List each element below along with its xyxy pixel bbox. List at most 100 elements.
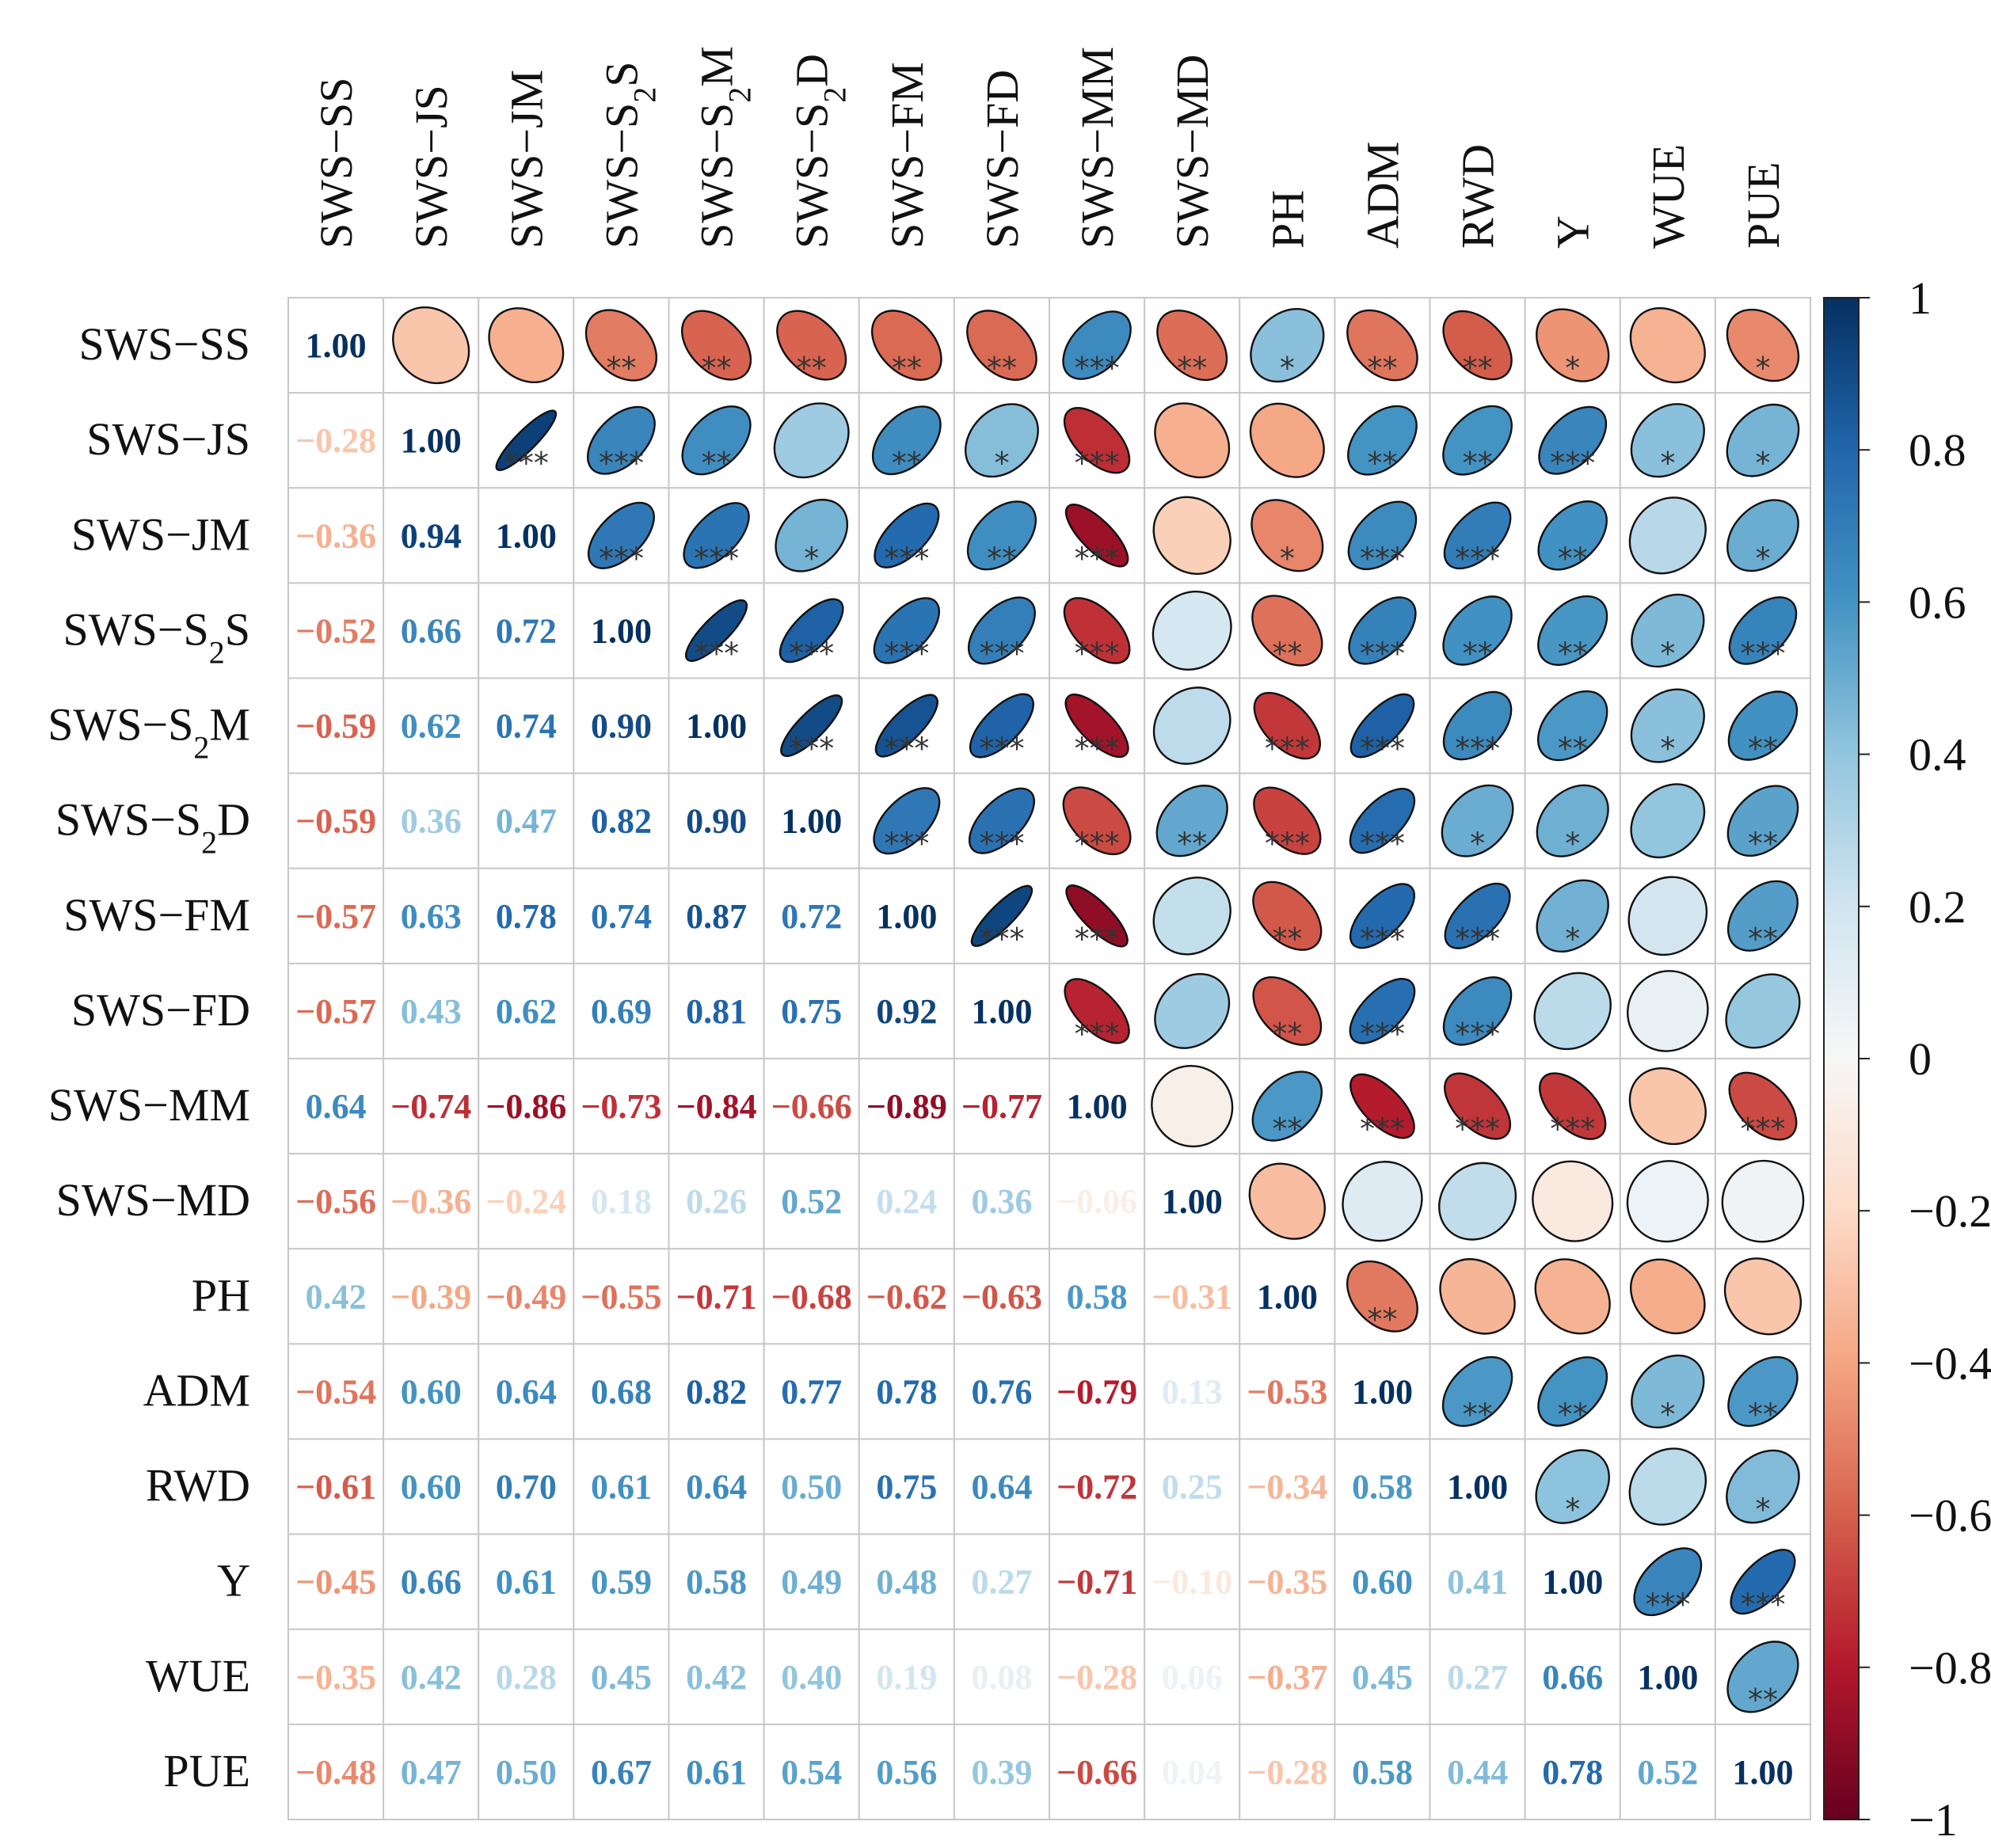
cell: [1144, 1153, 1241, 1250]
correlation-ellipse: [1152, 686, 1232, 765]
correlation-ellipse: [1349, 978, 1416, 1044]
significance-stars: ***: [1455, 541, 1500, 576]
cell: [858, 1153, 955, 1250]
correlation-value: −0.61: [295, 1468, 376, 1507]
significance-stars: **: [1463, 446, 1493, 481]
correlation-ellipse: [1538, 405, 1608, 475]
correlation-value: 0.75: [876, 1468, 937, 1507]
correlation-value: 0.82: [686, 1372, 747, 1411]
correlation-value: 0.54: [781, 1753, 842, 1792]
correlation-value: −0.35: [295, 1658, 376, 1697]
correlation-ellipse: [1537, 595, 1608, 667]
correlation-ellipse: [1726, 880, 1799, 952]
correlation-value: −0.06: [1056, 1182, 1137, 1221]
correlation-value: −0.66: [771, 1087, 852, 1126]
correlation-ellipse: [1251, 1070, 1323, 1142]
cell: [668, 1343, 765, 1440]
significance-stars: ***: [1455, 732, 1500, 766]
correlation-value: 0.69: [591, 992, 652, 1031]
correlation-value: −0.53: [1247, 1372, 1327, 1411]
cell: [478, 1628, 575, 1725]
significance-stars: **: [1367, 446, 1397, 481]
cell: [953, 1628, 1050, 1725]
correlation-value: 0.64: [971, 1468, 1032, 1507]
correlation-value: −0.63: [961, 1277, 1042, 1316]
cell: [763, 1153, 860, 1250]
correlation-ellipse: [1248, 1162, 1326, 1240]
correlation-ellipse: [685, 599, 748, 662]
significance-stars: ***: [1075, 636, 1120, 671]
cell: [287, 867, 385, 964]
cell: [763, 867, 860, 964]
correlation-value: 0.90: [686, 802, 747, 841]
correlation-value: −0.54: [295, 1372, 376, 1411]
correlation-value: −0.48: [295, 1753, 376, 1792]
correlation-value: 1.00: [1447, 1468, 1508, 1507]
cell: [858, 1248, 955, 1345]
correlation-value: −0.62: [866, 1277, 947, 1316]
correlation-value: 0.50: [781, 1468, 842, 1507]
cell: [573, 772, 670, 869]
correlation-value: 1.00: [496, 516, 557, 555]
correlation-value: 1.00: [876, 897, 937, 936]
correlation-value: −0.36: [390, 1182, 471, 1221]
row-label: PH: [192, 1269, 250, 1321]
cell: [1144, 1628, 1241, 1725]
cell: [1144, 1533, 1241, 1630]
significance-stars: ***: [1740, 1588, 1785, 1622]
correlation-ellipse: [874, 694, 938, 758]
correlation-value: 0.61: [686, 1753, 747, 1792]
correlation-ellipse: [683, 502, 750, 569]
correlation-value: 0.56: [876, 1753, 937, 1792]
correlation-value: 0.81: [686, 992, 747, 1031]
correlation-value: 1.00: [401, 421, 462, 460]
correlation-ellipse: [1064, 694, 1129, 759]
correlation-ellipse: [1532, 1160, 1614, 1242]
cell: [1049, 1723, 1146, 1820]
correlation-ellipse: [1631, 1354, 1705, 1429]
significance-stars: *: [1280, 351, 1295, 386]
correlation-value: 0.78: [876, 1372, 937, 1411]
correlation-value: 0.77: [781, 1372, 842, 1411]
correlation-ellipse: [680, 310, 752, 381]
correlation-ellipse: [1626, 1160, 1709, 1243]
cell: [763, 1343, 860, 1440]
correlation-ellipse: [1346, 1260, 1418, 1333]
correlation-value: −0.74: [390, 1087, 471, 1126]
column-label: Y: [1547, 215, 1599, 249]
significance-stars: ***: [789, 732, 834, 766]
correlation-ellipse: [1443, 501, 1512, 570]
correlation-ellipse: [969, 693, 1034, 759]
significance-stars: ***: [1360, 1017, 1405, 1051]
correlation-ellipse: [1630, 403, 1705, 478]
correlation-ellipse: [1342, 1161, 1423, 1242]
correlation-value: −0.28: [1247, 1753, 1327, 1792]
correlation-ellipse: [1726, 1449, 1800, 1524]
correlation-value: 0.27: [1447, 1658, 1508, 1697]
correlation-ellipse: [1350, 693, 1415, 759]
correlation-value: 0.72: [496, 611, 557, 650]
significance-stars: **: [1558, 1397, 1588, 1432]
significance-stars: ***: [1265, 732, 1310, 766]
correlation-value: 0.61: [591, 1468, 652, 1507]
row-label: SWS−FD: [71, 984, 250, 1036]
correlation-value: −0.79: [1056, 1372, 1137, 1411]
cell: [1524, 1533, 1621, 1630]
correlation-ellipse: [966, 310, 1037, 381]
cell: [383, 1343, 480, 1440]
correlation-value: 0.42: [401, 1658, 462, 1697]
correlation-value: 0.87: [686, 897, 747, 936]
significance-stars: *: [1660, 636, 1675, 671]
correlation-ellipse: [1154, 402, 1231, 479]
significance-stars: ***: [1075, 446, 1120, 481]
correlation-ellipse: [1730, 1549, 1796, 1615]
correlation-value: 0.82: [591, 802, 652, 841]
cell: [287, 1153, 385, 1250]
correlation-value: 0.49: [781, 1563, 842, 1602]
correlation-ellipse: [775, 498, 849, 572]
correlation-ellipse: [1249, 402, 1325, 478]
column-label: SWS−SS: [310, 78, 362, 249]
correlation-value: −0.39: [390, 1277, 471, 1316]
correlation-value: 1.00: [1067, 1087, 1128, 1126]
correlation-ellipse: [1631, 593, 1705, 668]
